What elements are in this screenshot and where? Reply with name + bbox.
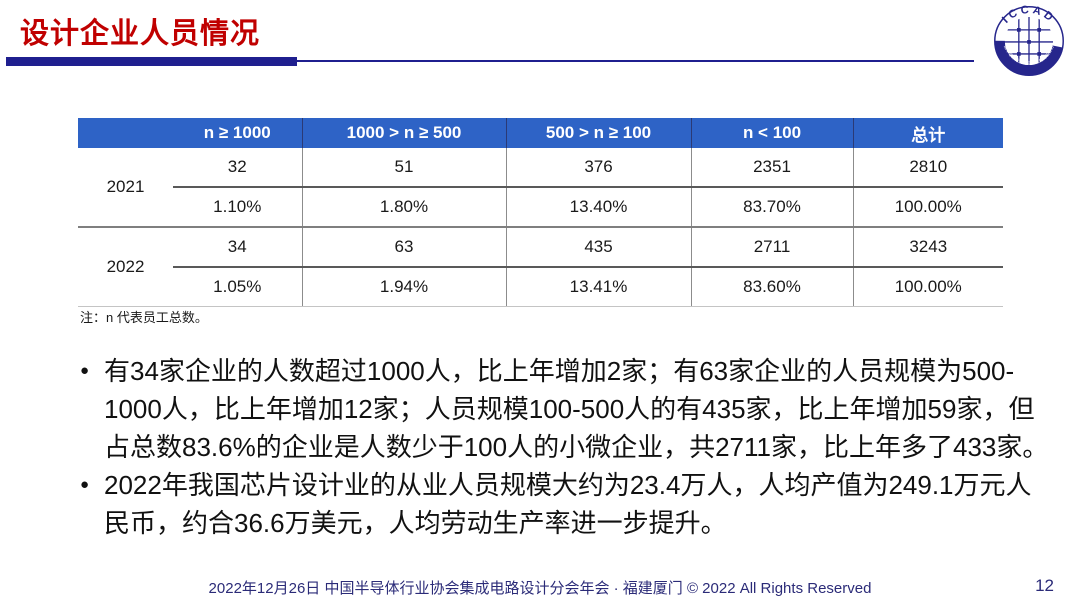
table-header-cell-empty: [78, 118, 173, 148]
table-row-2021-percents: 1.10% 1.80% 13.40% 83.70% 100.00%: [78, 187, 1003, 228]
bullet-text-line: 2022年我国芯片设计业的从业人员规模大约为23.4万人，人均产值为249.1万…: [104, 470, 1032, 500]
table-cell: 1.80%: [302, 187, 507, 228]
table-cell: 3243: [853, 227, 1003, 268]
table-header-cell-500-100: 500 > n ≥ 100: [506, 118, 692, 148]
bullet-icon: ●: [80, 362, 90, 379]
table-cell: 1.10%: [173, 187, 303, 228]
bullet-text-line: 有34家企业的人数超过1000人，比上年增加2家；有63家企业的人员规模为500…: [104, 356, 1015, 386]
personnel-table: n ≥ 1000 1000 > n ≥ 500 500 > n ≥ 100 n …: [78, 118, 1003, 307]
logo-circuit-nodes: [1016, 28, 1042, 56]
table-row-2021-counts: 2021 32 51 376 2351 2810: [78, 148, 1003, 228]
table-cell: 32: [173, 148, 303, 188]
table-cell: 376: [506, 148, 692, 188]
logo-bottom-band: [994, 6, 1064, 76]
bullet-text-line: 民币，约合36.6万美元，人均劳动生产率进一步提升。: [104, 508, 727, 538]
title-underline-thick: [6, 57, 297, 66]
table-cell: 2810: [853, 148, 1003, 188]
page-number: 12: [1035, 576, 1054, 595]
table-cell: 1.94%: [302, 267, 507, 307]
table-cell: 2351: [691, 148, 854, 188]
table-header-cell-n-ge-1000: n ≥ 1000: [173, 118, 303, 148]
bullet-text-line: 占总数83.6%的企业是人数少于100人的小微企业，共2711家，比上年多了43…: [104, 432, 1049, 462]
table-footnote: 注：n 代表员工总数。: [80, 310, 208, 325]
title-underline-thin: [297, 60, 974, 62]
bullet-list: ● 有34家企业的人数超过1000人，比上年增加2家；有63家企业的人员规模为5…: [80, 352, 1048, 542]
table-header-cell-n-lt-100: n < 100: [691, 118, 854, 148]
year-label-2021: 2021: [78, 148, 173, 228]
table-cell: 63: [302, 227, 507, 268]
table-row-2022-percents: 1.05% 1.94% 13.41% 83.60% 100.00%: [78, 267, 1003, 307]
table-header-cell-1000-500: 1000 > n ≥ 500: [302, 118, 507, 148]
bullet-text-line: 1000人，比上年增加12家；人员规模100-500人的有435家，比上年增加5…: [104, 394, 1035, 424]
year-label-2022: 2022: [78, 227, 173, 307]
bullet-text: 有34家企业的人数超过1000人，比上年增加2家；有63家企业的人员规模为500…: [104, 352, 1048, 466]
bullet-text: 2022年我国芯片设计业的从业人员规模大约为23.4万人，人均产值为249.1万…: [104, 466, 1032, 542]
table-cell: 13.41%: [506, 267, 692, 307]
table-cell: 13.40%: [506, 187, 692, 228]
table-cell: 83.70%: [691, 187, 854, 228]
list-item: ● 2022年我国芯片设计业的从业人员规模大约为23.4万人，人均产值为249.…: [80, 466, 1032, 542]
table-cell: 51: [302, 148, 507, 188]
table-cell: 2711: [691, 227, 854, 268]
table-header-row: n ≥ 1000 1000 > n ≥ 500 500 > n ≥ 100 n …: [78, 118, 1003, 148]
table-row-2022-counts: 2022 34 63 435 2711 3243: [78, 227, 1003, 307]
list-item: ● 有34家企业的人数超过1000人，比上年增加2家；有63家企业的人员规模为5…: [80, 352, 1048, 466]
table-header-cell-total: 总计: [853, 118, 1003, 148]
table-cell: 435: [506, 227, 692, 268]
table-cell: 34: [173, 227, 303, 268]
iccad-logo: ICCAD 中国半导体行业协会集成电路设计分会: [992, 4, 1064, 76]
table-cell: 83.60%: [691, 267, 854, 307]
page-title: 设计企业人员情况: [20, 18, 261, 50]
table-cell: 100.00%: [853, 187, 1003, 228]
bullet-icon: ●: [80, 476, 90, 493]
table-cell: 1.05%: [173, 267, 303, 307]
footer-copyright: 2022年12月26日 中国半导体行业协会集成电路设计分会年会 · 福建厦门 ©…: [208, 580, 872, 597]
table-cell: 100.00%: [853, 267, 1003, 307]
